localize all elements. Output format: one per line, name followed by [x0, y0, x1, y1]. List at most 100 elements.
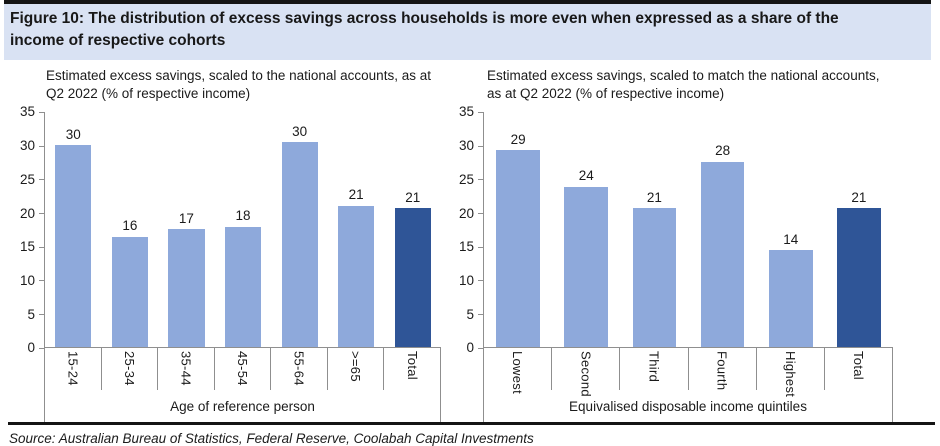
bar-35-44: [168, 229, 205, 348]
y-tick-mark: [39, 347, 44, 349]
y-tick-label: 10: [458, 272, 474, 288]
bar-value-label: 21: [348, 187, 364, 203]
figure-frame: Figure 10: The distribution of excess sa…: [4, 0, 935, 446]
y-tick-label: 5: [27, 306, 35, 322]
bar-value-label: 30: [65, 126, 81, 142]
x-category-cell: >=65: [328, 348, 385, 391]
x-category-label: 35-44: [178, 351, 194, 387]
y-tick-label: 5: [466, 306, 474, 322]
plot-area: 29 24 21 28 14 21: [483, 112, 893, 349]
x-category-label: 15-24: [65, 351, 81, 387]
bar->=65: [338, 205, 375, 348]
x-category-cell: Highest: [757, 348, 825, 398]
bar-value-label: 30: [292, 123, 308, 139]
bar-25-34: [111, 236, 148, 348]
chart-income-quintiles: Estimated excess savings, scaled to matc…: [447, 67, 894, 423]
bar-cell-55-64: 30: [271, 112, 328, 348]
y-axis: 0 5 10 15 20 25 30 35: [447, 105, 483, 354]
bar-45-54: [224, 226, 262, 348]
y-tick-label: 0: [466, 340, 474, 356]
y-tick-mark: [39, 145, 44, 147]
bar-55-64: [281, 142, 318, 348]
y-tick-label: 20: [458, 205, 474, 221]
y-tick-mark: [478, 213, 483, 215]
y-tick-label: 15: [19, 239, 35, 255]
x-category-cell: Fourth: [689, 348, 757, 391]
bar-cell-total: 21: [825, 112, 893, 348]
bar-cell-third: 21: [620, 112, 688, 348]
y-tick-mark: [39, 280, 44, 282]
y-tick-label: 35: [458, 104, 474, 120]
x-axis-title: Age of reference person: [44, 390, 441, 423]
plot-row: 0 5 10 15 20 25 30 35 29 24 21 28 14 21: [447, 105, 893, 354]
x-category-label: 45-54: [235, 351, 251, 387]
x-category-cell: Lowest: [484, 348, 553, 394]
x-category-label: 55-64: [291, 351, 307, 387]
bar-cell-25-34: 16: [102, 112, 159, 348]
y-tick-mark: [39, 213, 44, 215]
y-tick-label: 25: [19, 171, 35, 187]
y-tick-mark: [39, 111, 44, 113]
y-tick-mark: [478, 314, 483, 316]
bar-third: [632, 208, 677, 348]
bar-cell-highest: 14: [757, 112, 825, 348]
y-tick-mark: [478, 280, 483, 282]
top-rule-divider: [4, 0, 931, 4]
figure-title: Figure 10: The distribution of excess sa…: [4, 4, 931, 60]
y-tick-mark: [39, 246, 44, 248]
x-category-cell: 15-24: [45, 348, 102, 391]
x-category-cell: Third: [620, 348, 689, 391]
bar-cell-35-44: 17: [158, 112, 215, 348]
bar-value-label: 21: [646, 189, 662, 205]
x-category-label: Third: [646, 351, 662, 383]
bar-cell-45-54: 18: [215, 112, 272, 348]
chart-subtitle: Estimated excess savings, scaled to matc…: [487, 67, 880, 102]
bar-value-label: 21: [405, 189, 421, 205]
x-category-label: >=65: [348, 351, 364, 383]
y-tick-label: 15: [458, 239, 474, 255]
bar-value-label: 21: [851, 189, 867, 205]
bar-value-label: 28: [715, 143, 731, 159]
bar-cell->=65: 21: [328, 112, 385, 348]
x-category-label: Total: [404, 351, 420, 381]
source-note: Source: Australian Bureau of Statistics,…: [9, 431, 534, 446]
y-tick-label: 20: [19, 205, 35, 221]
x-category-cell: 35-44: [158, 348, 215, 391]
chart-subtitle: Estimated excess savings, scaled to the …: [46, 67, 431, 102]
bar-lowest: [496, 150, 540, 348]
x-category-label: Second: [578, 351, 594, 398]
y-tick-label: 25: [458, 171, 474, 187]
bar-total: [837, 208, 881, 348]
bar-value-label: 29: [510, 131, 526, 147]
y-tick-mark: [39, 314, 44, 316]
y-axis: 0 5 10 15 20 25 30 35: [8, 105, 44, 354]
bar-value-label: 24: [578, 168, 594, 184]
plot-bars: 30 16 17 18 30 21 21: [45, 112, 441, 348]
bar-value-label: 14: [783, 231, 799, 247]
x-category-row: Lowest Second Third Fourth Highest Total: [483, 348, 894, 398]
bar-cell-fourth: 28: [689, 112, 757, 348]
plot-row: 0 5 10 15 20 25 30 35 30 16 17 18 30 21 21: [8, 105, 441, 354]
x-category-label: Lowest: [510, 351, 526, 395]
bar-value-label: 18: [235, 208, 251, 224]
bar-15-24: [55, 145, 92, 348]
bar-second: [564, 186, 609, 348]
bar-value-label: 17: [178, 210, 194, 226]
x-axis-title: Equivalised disposable income quintiles: [483, 390, 893, 423]
x-category-cell: 45-54: [215, 348, 272, 391]
x-category-row: 15-24 25-34 35-44 45-54 55-64 >=65 Total: [44, 348, 442, 391]
x-category-cell: 25-34: [102, 348, 159, 391]
bar-value-label: 16: [122, 218, 138, 234]
y-tick-mark: [478, 179, 483, 181]
bar-cell-total: 21: [384, 112, 441, 348]
chart-age-cohorts: Estimated excess savings, scaled to the …: [8, 67, 442, 423]
y-tick-label: 35: [19, 104, 35, 120]
bottom-rule-divider: [8, 422, 935, 426]
bar-fourth: [700, 161, 745, 348]
x-category-cell: 55-64: [271, 348, 328, 391]
plot-bars: 29 24 21 28 14 21: [484, 112, 893, 348]
bar-cell-lowest: 29: [484, 112, 552, 348]
y-tick-label: 30: [19, 138, 35, 154]
x-category-label: Highest: [782, 351, 798, 398]
